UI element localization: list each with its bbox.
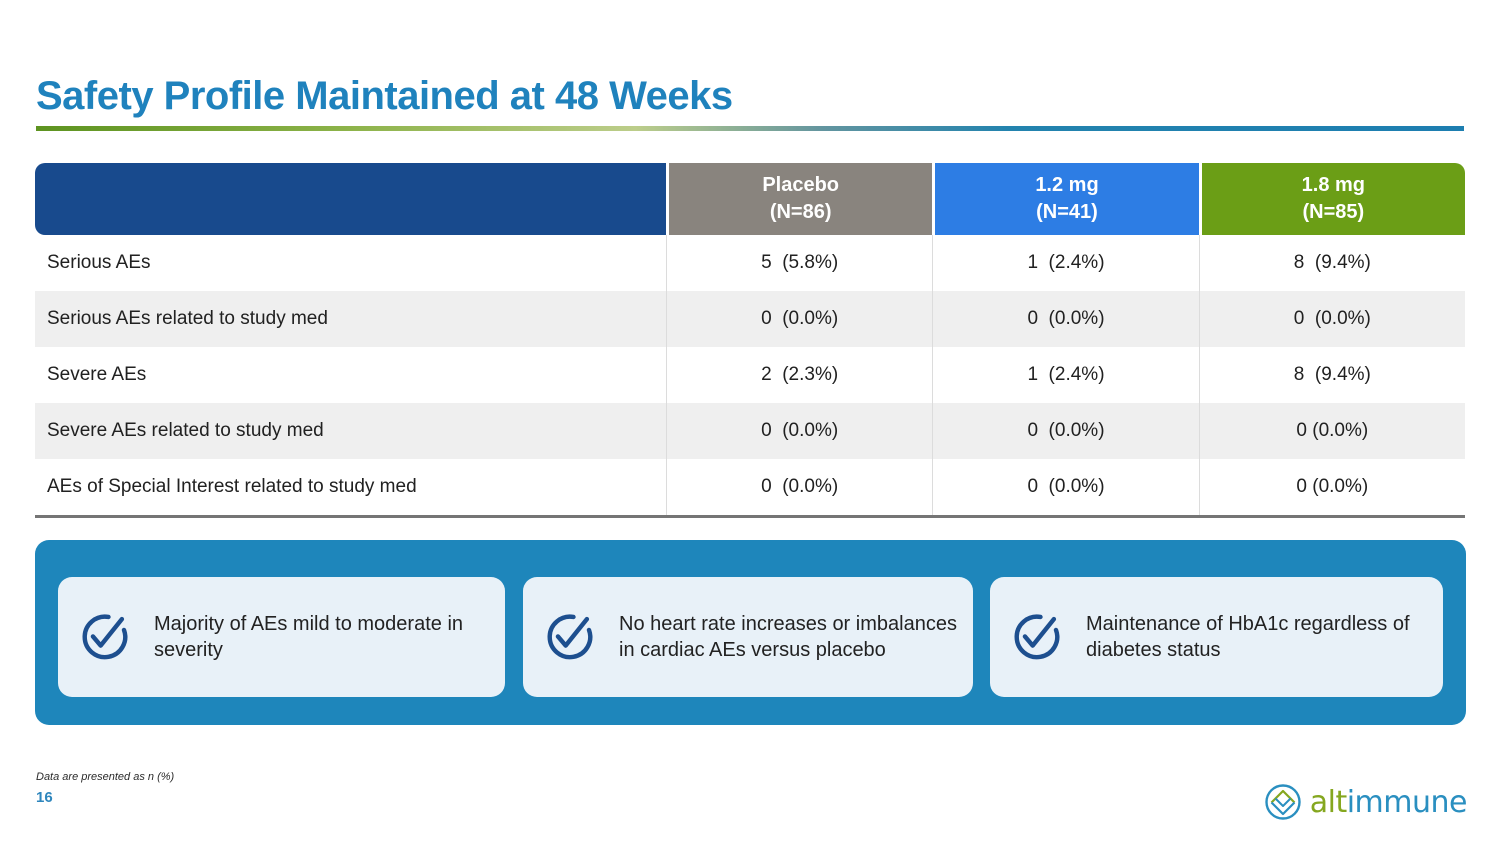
cell-value: 0 (0.0%) xyxy=(666,291,932,347)
page-number: 16 xyxy=(36,789,53,806)
header-cell-empty xyxy=(35,163,666,235)
table-body: Serious AEs 5 (5.8%) 1 (2.4%) 8 (9.4%) S… xyxy=(35,235,1465,518)
cell-value: 0 (0.0%) xyxy=(1198,291,1465,347)
highlight-text: Majority of AEs mild to moderate in seve… xyxy=(154,613,464,661)
logo-text-immune: immune xyxy=(1346,784,1468,820)
table-header-row: Placebo (N=86) 1.2 mg (N=41) 1.8 mg (N=8… xyxy=(35,163,1465,235)
cell-value: 8 (9.4%) xyxy=(1198,235,1465,291)
cell-value: 0 (0.0%) xyxy=(932,403,1198,459)
checkmark-circle-icon xyxy=(1010,608,1064,667)
column-label: 1.8 mg xyxy=(1301,174,1365,196)
logo-text-alt: alt xyxy=(1309,784,1347,820)
cell-value: 8 (9.4%) xyxy=(1198,347,1465,403)
row-label: AEs of Special Interest related to study… xyxy=(47,476,417,497)
column-header-1-2mg: 1.2 mg (N=41) xyxy=(935,163,1199,235)
page-title: Safety Profile Maintained at 48 Weeks xyxy=(36,74,733,118)
highlights-panel: Majority of AEs mild to moderate in seve… xyxy=(35,540,1466,725)
row-label: Serious AEs xyxy=(47,252,151,273)
altimmune-gem-icon xyxy=(1265,784,1301,820)
table-row: Serious AEs related to study med 0 (0.0%… xyxy=(35,291,1465,347)
table-row: AEs of Special Interest related to study… xyxy=(35,459,1465,515)
column-header-1-8mg: 1.8 mg (N=85) xyxy=(1201,163,1465,235)
highlight-card: No heart rate increases or imbalances in… xyxy=(523,577,973,697)
row-label: Severe AEs related to study med xyxy=(47,420,324,441)
column-label: Placebo xyxy=(762,174,840,196)
column-n: (N=85) xyxy=(1302,201,1365,223)
footnote: Data are presented as n (%) xyxy=(36,771,175,783)
table-row: Severe AEs 2 (2.3%) 1 (2.4%) 8 (9.4%) xyxy=(35,347,1465,403)
cell-value: 0 (0.0%) xyxy=(666,459,932,515)
column-n: (N=41) xyxy=(1036,201,1098,223)
table-row: Serious AEs 5 (5.8%) 1 (2.4%) 8 (9.4%) xyxy=(35,235,1465,291)
highlight-card: Majority of AEs mild to moderate in seve… xyxy=(58,577,505,697)
checkmark-circle-icon xyxy=(78,608,132,667)
column-header-placebo: Placebo (N=86) xyxy=(669,163,933,235)
safety-table: Placebo (N=86) 1.2 mg (N=41) 1.8 mg (N=8… xyxy=(35,163,1465,518)
column-label: 1.2 mg xyxy=(1035,174,1099,196)
cell-value: 0 (0.0%) xyxy=(666,403,932,459)
cell-value: 1 (2.4%) xyxy=(932,347,1198,403)
cell-value: 0 (0.0%) xyxy=(932,291,1198,347)
altimmune-logo: alt immune xyxy=(1262,781,1468,823)
cell-value: 1 (2.4%) xyxy=(932,235,1198,291)
highlight-card: Maintenance of HbA1c regardless of diabe… xyxy=(990,577,1443,697)
highlight-text: No heart rate increases or imbalances in… xyxy=(619,613,957,661)
cell-value: 5 (5.8%) xyxy=(666,235,932,291)
highlight-text: Maintenance of HbA1c regardless of diabe… xyxy=(1086,613,1410,661)
cell-value: 0 (0.0%) xyxy=(932,459,1198,515)
row-label: Serious AEs related to study med xyxy=(47,308,328,329)
cell-value: 0 (0.0%) xyxy=(1198,459,1465,515)
row-label: Severe AEs xyxy=(47,364,147,385)
checkmark-circle-icon xyxy=(543,608,597,667)
cell-value: 2 (2.3%) xyxy=(666,347,932,403)
table-row: Severe AEs related to study med 0 (0.0%)… xyxy=(35,403,1465,459)
title-underline xyxy=(36,126,1464,131)
cell-value: 0 (0.0%) xyxy=(1198,403,1465,459)
column-n: (N=86) xyxy=(769,201,832,223)
